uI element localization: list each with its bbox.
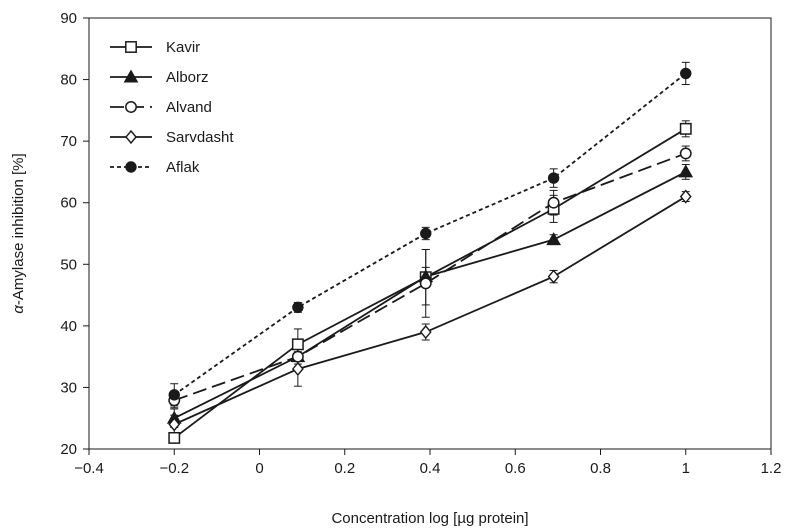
point-sarvdasht (291, 361, 304, 377)
legend-label-sarvdasht: Sarvdasht (166, 129, 234, 146)
x-tick-label: 0.6 (505, 460, 526, 477)
y-tick-label: 90 (60, 10, 77, 27)
point-aflak (680, 67, 692, 80)
legend-marker-alvand (125, 101, 137, 113)
x-tick-label: 1 (682, 460, 690, 477)
point-sarvdasht (419, 324, 432, 340)
y-axis-title-prefix: α (10, 305, 27, 314)
legend: Kavir Alborz Alvand Sarvdasht Aflak (110, 39, 234, 176)
point-alborz (678, 164, 694, 178)
legend-label-alvand: Alvand (166, 99, 212, 116)
y-tick-label: 30 (60, 379, 77, 396)
y-tick-label: 40 (60, 318, 77, 335)
legend-marker-sarvdasht (125, 129, 137, 145)
point-aflak (168, 389, 180, 401)
x-tick-label: 0.4 (420, 460, 441, 477)
series-line-alvand (173, 152, 687, 402)
y-tick-label: 50 (60, 256, 77, 273)
legend-label-alborz: Alborz (166, 69, 209, 86)
y-tick-label: 70 (60, 133, 77, 150)
series-lines (173, 72, 687, 439)
point-sarvdasht (168, 417, 181, 432)
point-aflak (420, 227, 432, 240)
point-aflak (292, 301, 304, 314)
point-sarvdasht (547, 269, 560, 284)
point-alvand (547, 196, 560, 209)
point-kavir (168, 431, 181, 444)
x-axis-title: Concentration log [µg protein] (331, 510, 528, 527)
point-aflak (547, 172, 560, 184)
point-alvand (291, 350, 304, 363)
x-tick-label: 0 (255, 460, 263, 477)
point-kavir (291, 338, 304, 351)
point-alvand (679, 147, 692, 160)
series-line-aflak (173, 72, 687, 396)
series-markers (166, 67, 694, 444)
y-tick-label: 60 (60, 195, 77, 212)
y-axis-title: α-Amylase inhibition [%] (10, 153, 27, 313)
y-axis-title-rest: -Amylase inhibition [%] (10, 153, 27, 305)
y-tick-label: 20 (60, 441, 77, 458)
x-tick-label: −0.2 (159, 460, 189, 477)
x-tick-label: 0.2 (334, 460, 355, 477)
y-tick-label: 80 (60, 72, 77, 89)
legend-label-kavir: Kavir (166, 39, 200, 56)
x-tick-label: −0.4 (74, 460, 104, 477)
point-kavir (679, 122, 692, 135)
x-tick-label: 0.8 (590, 460, 611, 477)
x-tick-label: 1.2 (761, 460, 782, 477)
point-sarvdasht (679, 189, 692, 204)
error-bars (170, 61, 690, 444)
point-alvand (419, 277, 432, 290)
legend-marker-kavir (125, 41, 137, 53)
series-line-alborz (173, 171, 687, 420)
axes: −0.4 −0.2 0 0.2 0.4 0.6 0.8 1 1.2 20 30 40 50 60 70 80 9… (60, 10, 781, 477)
point-alborz (546, 232, 561, 246)
legend-label-aflak: Aflak (166, 159, 200, 176)
legend-marker-aflak (125, 161, 137, 173)
legend-marker-alborz (123, 69, 139, 83)
